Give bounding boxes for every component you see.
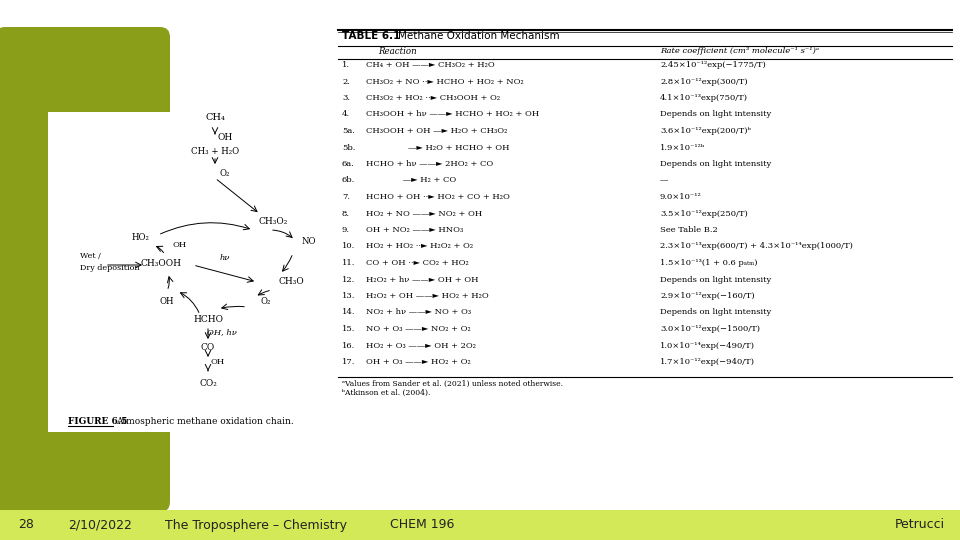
Text: 4.: 4. <box>342 111 350 118</box>
Text: CH₃OOH + hν ——► HCHO + HO₂ + OH: CH₃OOH + hν ——► HCHO + HO₂ + OH <box>366 111 540 118</box>
Text: —: — <box>660 177 668 185</box>
Text: 2.: 2. <box>342 78 349 85</box>
Text: 12.: 12. <box>342 275 355 284</box>
Text: Dry deposition: Dry deposition <box>80 264 139 272</box>
Text: Reaction: Reaction <box>378 47 417 56</box>
Text: CH₃O₂ + NO ··► HCHO + HO₂ + NO₂: CH₃O₂ + NO ··► HCHO + HO₂ + NO₂ <box>366 78 524 85</box>
Text: Depends on light intensity: Depends on light intensity <box>660 308 771 316</box>
Text: NO₂ + hν ——► NO + O₃: NO₂ + hν ——► NO + O₃ <box>366 308 471 316</box>
Text: 3.5×10⁻¹²exp(250/T): 3.5×10⁻¹²exp(250/T) <box>660 210 748 218</box>
Text: 2.45×10⁻¹²exp(−1775/T): 2.45×10⁻¹²exp(−1775/T) <box>660 61 766 69</box>
Text: 1.7×10⁻¹²exp(−940/T): 1.7×10⁻¹²exp(−940/T) <box>660 358 755 366</box>
Text: CH₃OOH + OH —► H₂O + CH₃O₂: CH₃OOH + OH —► H₂O + CH₃O₂ <box>366 127 508 135</box>
Text: 2.3×10⁻¹³exp(600/T) + 4.3×10⁻¹⁴exp(1000/T): 2.3×10⁻¹³exp(600/T) + 4.3×10⁻¹⁴exp(1000/… <box>660 242 852 251</box>
Text: 6a.: 6a. <box>342 160 355 168</box>
Text: OH: OH <box>211 358 226 366</box>
Text: HCHO + hν ——► 2HO₂ + CO: HCHO + hν ——► 2HO₂ + CO <box>366 160 493 168</box>
Text: O₂: O₂ <box>261 298 271 307</box>
Text: 1.0×10⁻¹⁴exp(−490/T): 1.0×10⁻¹⁴exp(−490/T) <box>660 341 755 349</box>
Text: 3.6×10⁻¹²exp(200/T)ᵇ: 3.6×10⁻¹²exp(200/T)ᵇ <box>660 127 751 135</box>
Text: 1.5×10⁻¹³(1 + 0.6 pₐₜₘ): 1.5×10⁻¹³(1 + 0.6 pₐₜₘ) <box>660 259 757 267</box>
Bar <box>48 142 170 432</box>
Text: CO: CO <box>201 343 215 353</box>
Text: Depends on light intensity: Depends on light intensity <box>660 275 771 284</box>
Text: NO: NO <box>301 238 316 246</box>
Text: 2.8×10⁻¹²exp(300/T): 2.8×10⁻¹²exp(300/T) <box>660 78 748 85</box>
Text: 7.: 7. <box>342 193 350 201</box>
Text: The Troposphere – Chemistry: The Troposphere – Chemistry <box>165 518 347 531</box>
Text: CH₃O: CH₃O <box>278 278 304 287</box>
Text: OH: OH <box>159 296 175 306</box>
Text: 13.: 13. <box>342 292 355 300</box>
Text: 9.0×10⁻¹²: 9.0×10⁻¹² <box>660 193 702 201</box>
Text: CH₄: CH₄ <box>205 112 225 122</box>
Text: 5b.: 5b. <box>342 144 355 152</box>
Text: 5a.: 5a. <box>342 127 355 135</box>
Text: CH₄ + OH ——► CH₃O₂ + H₂O: CH₄ + OH ——► CH₃O₂ + H₂O <box>366 61 494 69</box>
Text: Methane Oxidation Mechanism: Methane Oxidation Mechanism <box>398 31 560 41</box>
Text: 11.: 11. <box>342 259 355 267</box>
Text: OH: OH <box>217 133 232 143</box>
Text: OH: OH <box>173 241 187 249</box>
Text: 1.: 1. <box>342 61 350 69</box>
Text: 14.: 14. <box>342 308 355 316</box>
Bar <box>48 112 338 432</box>
Text: CH₃OOH: CH₃OOH <box>140 260 181 268</box>
Text: OH + NO₂ ——► HNO₃: OH + NO₂ ——► HNO₃ <box>366 226 464 234</box>
Text: OH, hν: OH, hν <box>207 328 237 336</box>
Text: H₂O₂ + OH ——► HO₂ + H₂O: H₂O₂ + OH ——► HO₂ + H₂O <box>366 292 489 300</box>
Text: hν: hν <box>220 254 230 262</box>
Text: 1.9×10⁻¹²ᵇ: 1.9×10⁻¹²ᵇ <box>660 144 706 152</box>
Text: CHEM 196: CHEM 196 <box>390 518 454 531</box>
Bar <box>0 510 960 540</box>
Text: HCHO + OH ··► HO₂ + CO + H₂O: HCHO + OH ··► HO₂ + CO + H₂O <box>366 193 510 201</box>
Text: OH + O₃ ——► HO₂ + O₂: OH + O₃ ——► HO₂ + O₂ <box>366 358 470 366</box>
Text: HO₂ + O₃ ——► OH + 2O₂: HO₂ + O₃ ——► OH + 2O₂ <box>366 341 476 349</box>
Text: 10.: 10. <box>342 242 355 251</box>
Text: CO₂: CO₂ <box>199 380 217 388</box>
Text: CH₃ + H₂O: CH₃ + H₂O <box>191 146 239 156</box>
Text: HO₂: HO₂ <box>132 233 149 242</box>
Text: 2.9×10⁻¹²exp(−160/T): 2.9×10⁻¹²exp(−160/T) <box>660 292 755 300</box>
Text: Depends on light intensity: Depends on light intensity <box>660 111 771 118</box>
Text: See Table B.2: See Table B.2 <box>660 226 718 234</box>
Text: FIGURE 6.5: FIGURE 6.5 <box>68 417 128 427</box>
Text: 9.: 9. <box>342 226 350 234</box>
Text: —► H₂O + HCHO + OH: —► H₂O + HCHO + OH <box>366 144 510 152</box>
Text: CH₃O₂ + HO₂ ··► CH₃OOH + O₂: CH₃O₂ + HO₂ ··► CH₃OOH + O₂ <box>366 94 500 102</box>
Text: CO + OH ··► CO₂ + HO₂: CO + OH ··► CO₂ + HO₂ <box>366 259 468 267</box>
Text: 28: 28 <box>18 518 34 531</box>
Text: 16.: 16. <box>342 341 355 349</box>
Text: ᵃValues from Sander et al. (2021) unless noted otherwise.: ᵃValues from Sander et al. (2021) unless… <box>342 380 563 388</box>
FancyBboxPatch shape <box>0 27 170 512</box>
Text: HO₂ + HO₂ ··► H₂O₂ + O₂: HO₂ + HO₂ ··► H₂O₂ + O₂ <box>366 242 473 251</box>
Text: Wet /: Wet / <box>80 252 101 260</box>
Text: NO + O₃ ——► NO₂ + O₂: NO + O₃ ——► NO₂ + O₂ <box>366 325 470 333</box>
Text: Depends on light intensity: Depends on light intensity <box>660 160 771 168</box>
Text: Petrucci: Petrucci <box>895 518 945 531</box>
Text: 3.0×10⁻¹²exp(−1500/T): 3.0×10⁻¹²exp(−1500/T) <box>660 325 760 333</box>
Text: TABLE 6.1: TABLE 6.1 <box>342 31 400 41</box>
Text: H₂O₂ + hν ——► OH + OH: H₂O₂ + hν ——► OH + OH <box>366 275 478 284</box>
Text: CH₃O₂: CH₃O₂ <box>258 218 288 226</box>
Text: HCHO: HCHO <box>193 315 223 325</box>
Text: 17.: 17. <box>342 358 355 366</box>
Text: 15.: 15. <box>342 325 355 333</box>
Text: Atmospheric methane oxidation chain.: Atmospheric methane oxidation chain. <box>116 417 294 427</box>
Text: 8.: 8. <box>342 210 350 218</box>
Text: O₂: O₂ <box>220 168 230 178</box>
Text: 2/10/2022: 2/10/2022 <box>68 518 132 531</box>
Text: 6b.: 6b. <box>342 177 355 185</box>
Text: Rate coefficient (cm³ molecule⁻¹ s⁻¹)ᵃ: Rate coefficient (cm³ molecule⁻¹ s⁻¹)ᵃ <box>660 47 819 55</box>
Text: —► H₂ + CO: —► H₂ + CO <box>366 177 456 185</box>
Text: 3.: 3. <box>342 94 350 102</box>
Text: HO₂ + NO ——► NO₂ + OH: HO₂ + NO ——► NO₂ + OH <box>366 210 482 218</box>
Text: 4.1×10⁻¹³exp(750/T): 4.1×10⁻¹³exp(750/T) <box>660 94 748 102</box>
Text: ᵇAtkinson et al. (2004).: ᵇAtkinson et al. (2004). <box>342 388 430 396</box>
